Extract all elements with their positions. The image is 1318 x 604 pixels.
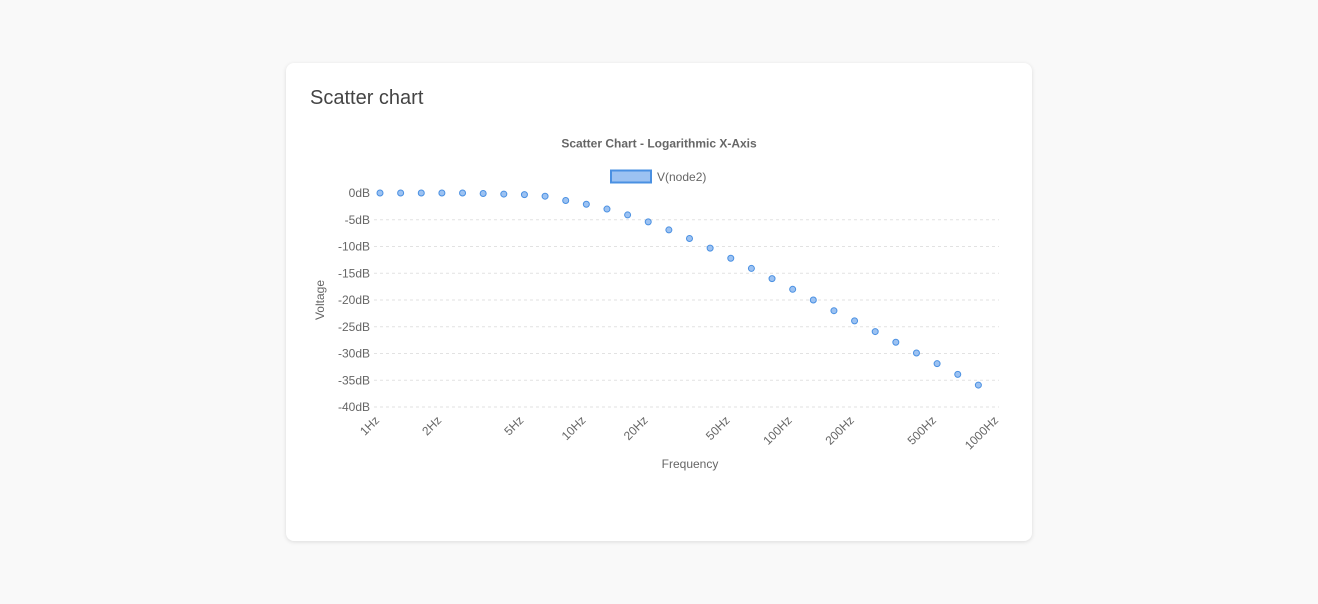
y-axis-label: Voltage [313, 280, 327, 320]
legend[interactable]: V(node2) [610, 169, 706, 184]
data-point[interactable] [706, 244, 714, 252]
chart-title: Scatter Chart - Logarithmic X-Axis [561, 137, 757, 151]
data-point[interactable] [644, 218, 652, 226]
x-tick-label: 1000Hz [962, 413, 1001, 452]
x-tick-label: 20Hz [621, 413, 651, 443]
x-tick-label: 2Hz [419, 413, 444, 438]
x-axis-ticks: 1Hz 2Hz 5Hz 10Hz 20Hz 50Hz 100Hz 200Hz 500Hz 1000… [357, 413, 1001, 452]
y-tick-label: -40dB [338, 400, 370, 414]
data-point[interactable] [376, 189, 384, 197]
x-tick-label: 10Hz [559, 413, 589, 443]
data-point[interactable] [665, 226, 673, 234]
chart-card: Scatter chart Scatter Chart - Logarithmi… [286, 63, 1032, 541]
data-point[interactable] [809, 296, 817, 304]
card-title: Scatter chart [310, 87, 424, 109]
legend-swatch [610, 169, 652, 184]
y-tick-label: -5dB [345, 213, 370, 227]
data-point[interactable] [603, 205, 611, 213]
data-point[interactable] [417, 189, 425, 197]
y-tick-label: -10dB [338, 240, 370, 254]
data-point[interactable] [624, 211, 632, 219]
y-axis-ticks: 0dB -5dB -10dB -15dB -20dB -25dB -30dB -35dB -40… [338, 186, 370, 414]
data-point[interactable] [727, 254, 735, 262]
data-point[interactable] [397, 189, 405, 197]
x-tick-label: 1Hz [357, 413, 382, 438]
x-tick-label: 100Hz [760, 413, 794, 447]
data-point[interactable] [912, 349, 920, 357]
data-point[interactable] [871, 328, 879, 336]
data-point[interactable] [582, 200, 590, 208]
data-point[interactable] [789, 285, 797, 293]
data-point[interactable] [954, 370, 962, 378]
y-tick-label: -30dB [338, 347, 370, 361]
x-tick-label: 500Hz [905, 413, 939, 447]
data-points [376, 189, 982, 389]
x-axis-label: Frequency [662, 457, 719, 471]
x-tick-label: 200Hz [822, 413, 856, 447]
data-point[interactable] [685, 234, 693, 242]
data-point[interactable] [479, 190, 487, 198]
y-tick-label: -25dB [338, 320, 370, 334]
data-point[interactable] [562, 196, 570, 204]
data-point[interactable] [851, 317, 859, 325]
data-point[interactable] [830, 307, 838, 315]
x-tick-label: 5Hz [501, 413, 526, 438]
data-point[interactable] [500, 190, 508, 198]
y-tick-label: 0dB [349, 186, 370, 200]
legend-label: V(node2) [657, 170, 706, 184]
y-tick-label: -35dB [338, 373, 370, 387]
y-tick-label: -15dB [338, 266, 370, 280]
gridlines [374, 219, 999, 408]
data-point[interactable] [933, 360, 941, 368]
data-point[interactable] [768, 275, 776, 283]
data-point[interactable] [892, 338, 900, 346]
scatter-chart: Scatter Chart - Logarithmic X-Axis V(nod… [313, 137, 1001, 472]
data-point[interactable] [974, 381, 982, 389]
data-point[interactable] [541, 192, 549, 200]
y-tick-label: -20dB [338, 293, 370, 307]
data-point[interactable] [459, 189, 467, 197]
x-tick-label: 50Hz [703, 413, 733, 443]
data-point[interactable] [520, 191, 528, 199]
data-point[interactable] [438, 189, 446, 197]
data-point[interactable] [747, 264, 755, 272]
